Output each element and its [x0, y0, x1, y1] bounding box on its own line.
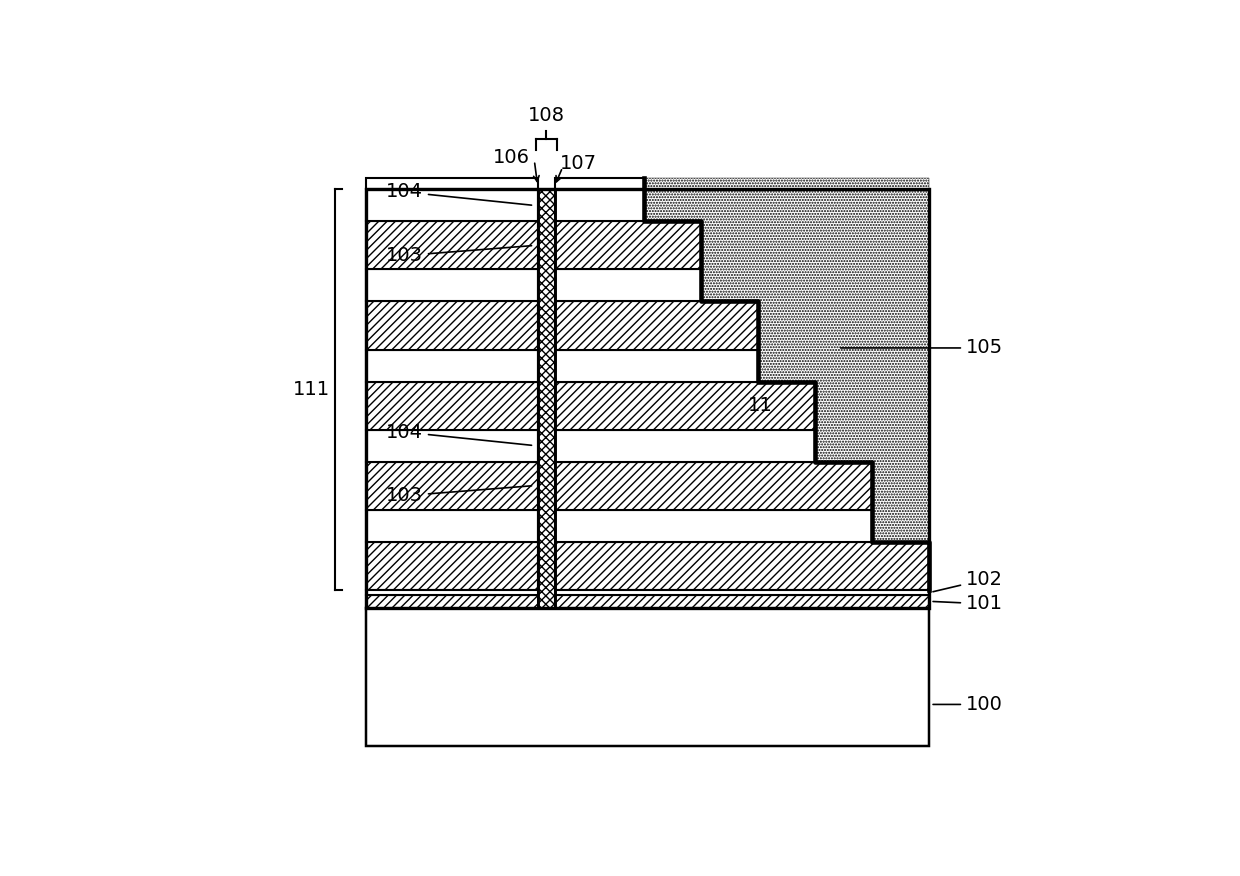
- Text: 103: 103: [386, 486, 532, 505]
- Bar: [366, 541, 538, 590]
- Text: 105: 105: [841, 338, 1003, 357]
- Bar: [366, 382, 538, 429]
- Bar: [554, 510, 872, 541]
- Bar: [366, 608, 929, 746]
- Polygon shape: [645, 178, 929, 608]
- Text: 108: 108: [528, 106, 564, 125]
- Bar: [366, 178, 538, 189]
- Text: 107: 107: [560, 154, 596, 173]
- Bar: [554, 189, 645, 222]
- Bar: [366, 350, 538, 382]
- Bar: [554, 222, 702, 270]
- Bar: [554, 541, 929, 590]
- Bar: [554, 178, 645, 189]
- Bar: [554, 270, 702, 301]
- Bar: [366, 510, 538, 541]
- Bar: [366, 222, 538, 270]
- Bar: [366, 189, 929, 608]
- Bar: [366, 270, 538, 301]
- Text: 111: 111: [293, 380, 330, 399]
- Bar: [366, 189, 538, 222]
- Bar: [538, 189, 554, 608]
- Text: 106: 106: [492, 147, 529, 166]
- Bar: [366, 462, 538, 510]
- Text: 104: 104: [386, 182, 532, 205]
- Bar: [366, 301, 538, 350]
- Text: 102: 102: [932, 570, 1003, 591]
- Text: 100: 100: [932, 695, 1003, 714]
- Text: 101: 101: [932, 595, 1003, 613]
- Bar: [554, 429, 815, 462]
- Bar: [554, 301, 758, 350]
- Bar: [554, 350, 758, 382]
- Bar: [366, 590, 929, 595]
- Text: 104: 104: [386, 422, 532, 445]
- Bar: [554, 462, 872, 510]
- Text: 11: 11: [748, 396, 773, 414]
- Bar: [554, 382, 815, 429]
- Text: 103: 103: [386, 245, 532, 265]
- Bar: [366, 429, 538, 462]
- Bar: [366, 595, 929, 608]
